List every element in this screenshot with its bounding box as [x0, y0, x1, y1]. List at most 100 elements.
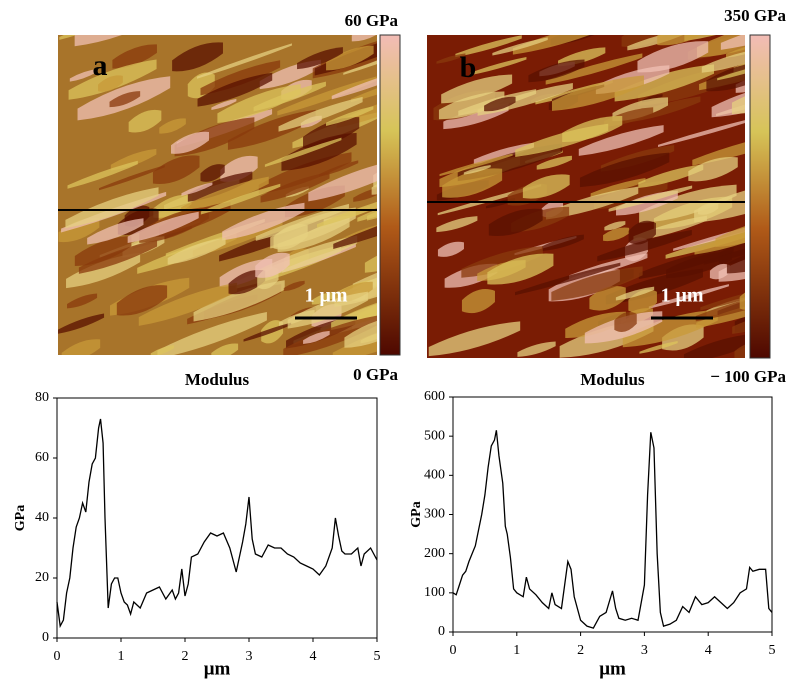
streak: [565, 311, 627, 338]
streak: [197, 72, 273, 107]
scale-min: 0 GPa: [353, 365, 398, 384]
x-tick-label: 0: [450, 643, 457, 658]
streak: [726, 254, 745, 274]
streak: [657, 35, 701, 46]
y-tick-label: 0: [438, 624, 445, 639]
scale-max: 60 GPa: [345, 11, 399, 30]
streak: [181, 182, 213, 196]
y-tick-label: 100: [424, 585, 445, 600]
y-tick-label: 80: [35, 390, 49, 405]
x-tick-label: 4: [310, 649, 317, 664]
streak: [319, 160, 359, 177]
streak: [692, 142, 745, 166]
x-tick-label: 5: [374, 649, 381, 664]
streak: [316, 201, 377, 228]
streak: [308, 164, 377, 202]
y-tick-label: 200: [424, 546, 445, 561]
streak: [436, 216, 478, 233]
streak: [211, 343, 239, 355]
streak: [116, 285, 168, 316]
streak: [200, 60, 281, 96]
streak: [109, 91, 141, 108]
streak: [98, 75, 123, 92]
streak: [222, 202, 305, 241]
streak: [436, 53, 466, 64]
streak: [74, 236, 132, 266]
y-tick-label: 600: [424, 389, 445, 404]
streak: [455, 35, 522, 58]
streak: [331, 78, 377, 100]
streak: [484, 96, 516, 112]
streak: [264, 137, 342, 167]
streak: [614, 64, 715, 102]
streak: [639, 184, 737, 224]
x-tick-label: 1: [513, 643, 520, 658]
streak: [331, 302, 377, 330]
data-line: [56, 418, 378, 629]
streak: [437, 241, 464, 257]
panel-label: a: [93, 49, 108, 82]
x-axis-label: μm: [204, 658, 231, 679]
streak: [326, 45, 374, 71]
streak: [717, 69, 745, 81]
streak: [608, 185, 693, 212]
streak: [67, 293, 98, 309]
streak: [353, 188, 377, 202]
streak: [187, 171, 253, 202]
data-line: [452, 430, 773, 629]
streak: [441, 74, 513, 104]
streak: [578, 125, 664, 156]
scale-min: − 100 GPa: [710, 367, 786, 386]
streak: [541, 234, 584, 251]
streak: [193, 280, 285, 322]
streak: [461, 246, 543, 278]
streak: [258, 152, 352, 195]
streak: [344, 320, 377, 348]
chart-title: Modulus: [185, 370, 250, 389]
x-axis-label: μm: [599, 658, 626, 679]
streak: [562, 116, 623, 142]
streak: [159, 118, 186, 134]
y-tick-label: 500: [424, 428, 445, 443]
x-tick-label: 2: [182, 649, 189, 664]
streak: [67, 160, 138, 189]
streak: [273, 223, 308, 250]
y-tick-label: 300: [424, 507, 445, 522]
texture: [428, 35, 745, 358]
streak: [217, 84, 301, 124]
streak: [127, 211, 199, 244]
streak: [333, 226, 377, 249]
x-tick-label: 3: [641, 643, 648, 658]
streak: [694, 190, 745, 223]
streak: [78, 240, 158, 274]
panel-label: b: [460, 51, 477, 84]
streak: [731, 96, 745, 115]
streak: [255, 203, 349, 241]
streak: [487, 253, 554, 285]
streak: [196, 43, 292, 79]
streak: [700, 293, 745, 311]
streak: [428, 321, 521, 357]
texture: [58, 35, 377, 355]
streak: [648, 284, 729, 309]
streak: [688, 156, 738, 182]
streak: [551, 266, 643, 301]
streak: [522, 174, 570, 199]
streak: [546, 186, 639, 220]
colorbar: [749, 34, 771, 359]
streak: [603, 227, 630, 242]
streak: [112, 44, 157, 69]
streak: [709, 263, 730, 280]
streak: [590, 178, 646, 197]
scale-bar-label: 1 μm: [305, 285, 348, 307]
streak: [463, 165, 491, 175]
streak: [138, 282, 238, 326]
streak: [492, 37, 548, 56]
streak: [371, 184, 377, 195]
streak: [157, 312, 267, 355]
streak: [517, 341, 556, 357]
streak: [128, 109, 162, 133]
streak: [69, 68, 98, 82]
streak: [683, 334, 745, 358]
